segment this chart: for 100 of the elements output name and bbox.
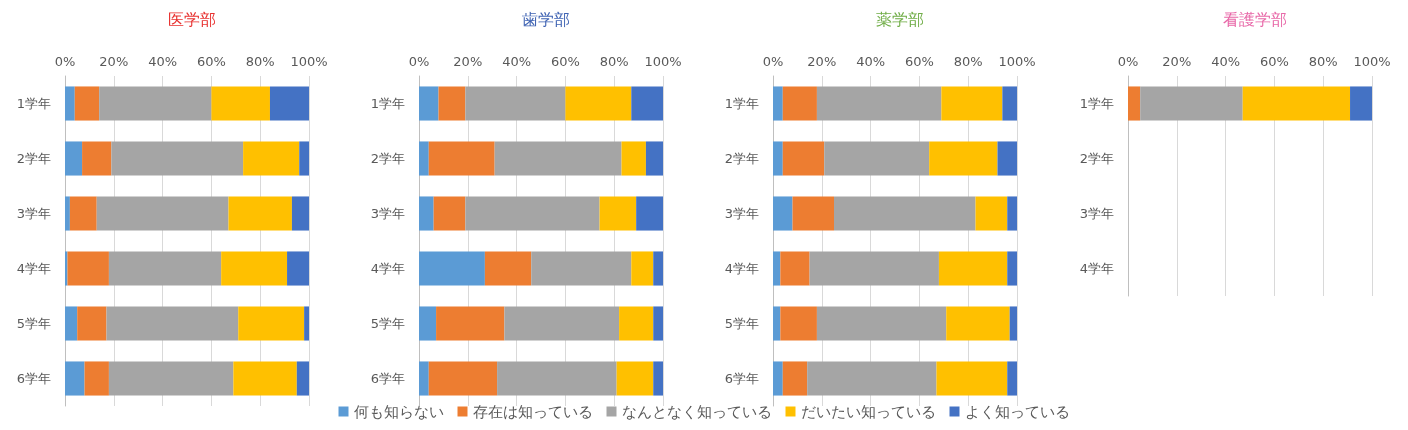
x-tick-label: 60% bbox=[196, 54, 226, 69]
x-tick-label: 40% bbox=[148, 54, 178, 69]
bar bbox=[419, 196, 434, 231]
bar bbox=[809, 251, 939, 286]
bar bbox=[69, 196, 97, 231]
bar bbox=[816, 86, 942, 121]
bar bbox=[99, 86, 212, 121]
y-tick-label: 3学年 bbox=[16, 206, 51, 221]
y-tick-label: 4学年 bbox=[370, 261, 405, 276]
y-tick-label: 4学年 bbox=[1079, 261, 1114, 276]
bar bbox=[773, 86, 783, 121]
legend-label: 存在は知っている bbox=[472, 402, 593, 421]
bar bbox=[1007, 361, 1017, 396]
bar bbox=[807, 361, 937, 396]
bar bbox=[233, 361, 297, 396]
bar bbox=[484, 251, 532, 286]
bar bbox=[74, 86, 100, 121]
bar bbox=[782, 361, 808, 396]
bar bbox=[419, 251, 485, 286]
bar bbox=[238, 306, 305, 341]
bar bbox=[436, 306, 505, 341]
bar bbox=[111, 141, 244, 176]
bar bbox=[782, 141, 825, 176]
bar bbox=[221, 251, 288, 286]
bar bbox=[773, 361, 783, 396]
bar bbox=[65, 196, 70, 231]
bar bbox=[296, 361, 309, 396]
bar bbox=[834, 196, 976, 231]
bar bbox=[773, 306, 781, 341]
bar bbox=[773, 251, 781, 286]
bar bbox=[773, 196, 793, 231]
bar bbox=[77, 306, 107, 341]
bar bbox=[780, 251, 810, 286]
bar bbox=[1009, 306, 1017, 341]
bar bbox=[936, 361, 1008, 396]
bar bbox=[929, 141, 998, 176]
x-tick-label: 40% bbox=[856, 54, 886, 69]
x-tick-label: 80% bbox=[953, 54, 983, 69]
bar bbox=[619, 306, 654, 341]
y-tick-label: 5学年 bbox=[370, 316, 405, 331]
bar bbox=[997, 141, 1017, 176]
legend-label: よく知っている bbox=[964, 402, 1070, 421]
bar bbox=[941, 86, 1003, 121]
y-tick-label: 6学年 bbox=[724, 371, 759, 386]
y-tick-label: 1学年 bbox=[370, 96, 405, 111]
x-tick-label: 20% bbox=[1162, 54, 1192, 69]
bar bbox=[780, 306, 817, 341]
bar bbox=[565, 86, 632, 121]
bar bbox=[653, 361, 663, 396]
bar bbox=[824, 141, 930, 176]
y-tick-label: 3学年 bbox=[724, 206, 759, 221]
bar bbox=[65, 141, 83, 176]
x-tick-label: 80% bbox=[245, 54, 275, 69]
bar bbox=[419, 306, 437, 341]
bar bbox=[299, 141, 309, 176]
x-tick-label: 0% bbox=[54, 54, 76, 69]
bar bbox=[304, 306, 309, 341]
y-tick-label: 3学年 bbox=[1079, 206, 1114, 221]
bar bbox=[621, 141, 646, 176]
bar bbox=[792, 196, 834, 231]
x-tick-label: 0% bbox=[408, 54, 430, 69]
y-tick-label: 2学年 bbox=[1079, 151, 1114, 166]
y-tick-label: 2学年 bbox=[724, 151, 759, 166]
bar bbox=[631, 251, 654, 286]
bar bbox=[616, 361, 654, 396]
bar bbox=[494, 141, 622, 176]
chart-title: 歯学部 bbox=[522, 9, 570, 29]
bar bbox=[108, 251, 222, 286]
bar bbox=[531, 251, 632, 286]
x-tick-label: 0% bbox=[762, 54, 784, 69]
bar bbox=[1007, 251, 1017, 286]
bar bbox=[96, 196, 229, 231]
bar bbox=[497, 361, 617, 396]
bar bbox=[465, 196, 600, 231]
bar bbox=[975, 196, 1008, 231]
x-tick-label: 40% bbox=[1211, 54, 1241, 69]
bar bbox=[816, 306, 947, 341]
y-tick-label: 6学年 bbox=[16, 371, 51, 386]
x-tick-label: 60% bbox=[550, 54, 580, 69]
bar bbox=[228, 196, 292, 231]
bar bbox=[653, 306, 663, 341]
x-tick-label: 100% bbox=[998, 54, 1036, 69]
chart-title: 医学部 bbox=[168, 9, 216, 29]
bar bbox=[438, 86, 466, 121]
x-tick-label: 100% bbox=[644, 54, 682, 69]
y-tick-label: 5学年 bbox=[724, 316, 759, 331]
bar bbox=[645, 141, 663, 176]
bar bbox=[782, 86, 817, 121]
x-tick-label: 100% bbox=[290, 54, 328, 69]
x-tick-label: 80% bbox=[599, 54, 629, 69]
bar bbox=[243, 141, 300, 176]
x-tick-label: 60% bbox=[904, 54, 934, 69]
x-tick-label: 40% bbox=[502, 54, 532, 69]
bar bbox=[599, 196, 637, 231]
bar bbox=[631, 86, 663, 121]
x-tick-label: 100% bbox=[1353, 54, 1391, 69]
bar bbox=[773, 141, 783, 176]
bar bbox=[636, 196, 663, 231]
bar bbox=[211, 86, 270, 121]
bar bbox=[108, 361, 234, 396]
